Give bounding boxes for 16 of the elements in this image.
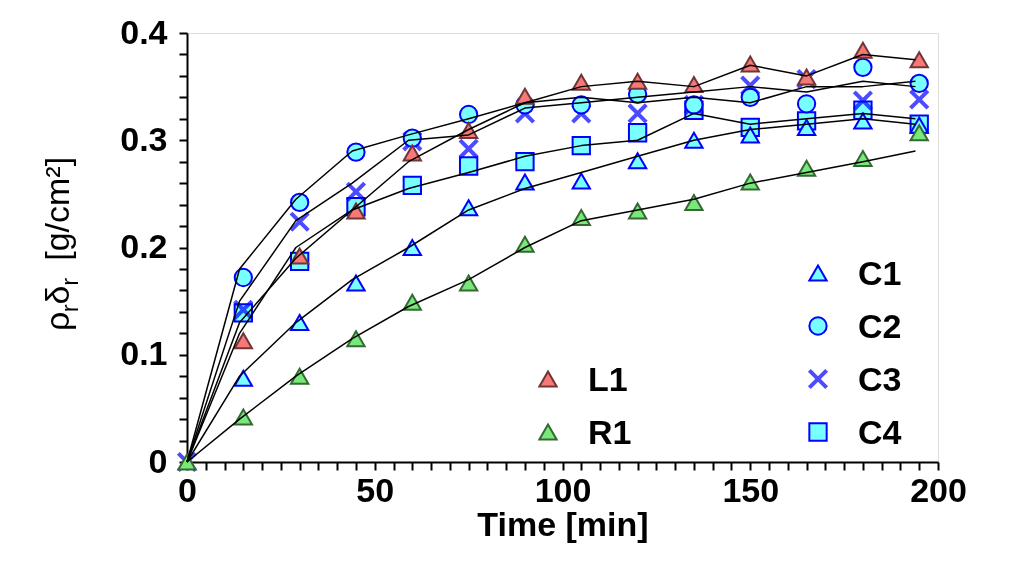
y-tick-label: 0.4: [120, 12, 168, 51]
x-tick-label: 200: [910, 470, 967, 509]
legend-label: R1: [588, 413, 632, 451]
y-tick-label: 0.1: [120, 334, 168, 373]
legend-label: L1: [588, 360, 628, 398]
legend-label: C1: [858, 254, 902, 292]
y-tick-label: 0: [148, 441, 168, 480]
x-tick-label: 0: [178, 470, 197, 509]
x-tick-label: 150: [722, 470, 780, 509]
legend-label: C3: [858, 360, 902, 398]
y-axis-title: ρrδr [g/cm²]: [38, 156, 83, 331]
legend-label: C2: [858, 307, 902, 345]
y-tick-label: 0.2: [120, 227, 168, 265]
legend-label: C4: [858, 413, 902, 451]
y-tick-label: 0.3: [120, 119, 168, 158]
x-tick-label: 50: [356, 470, 395, 509]
